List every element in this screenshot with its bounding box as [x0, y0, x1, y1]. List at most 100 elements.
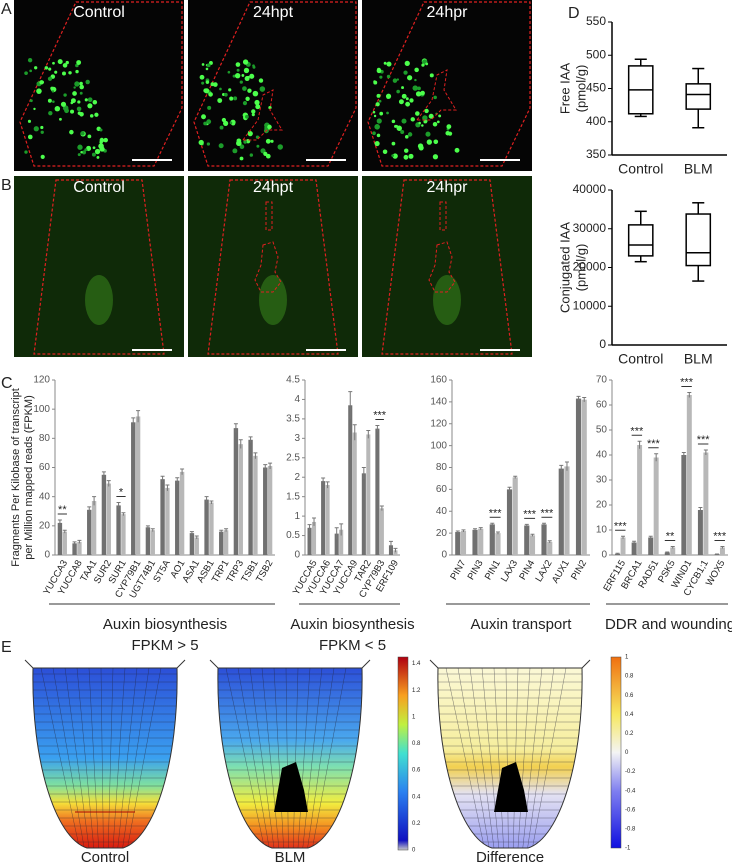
error-bar	[101, 471, 106, 478]
error-bar	[478, 527, 483, 530]
cell-file	[532, 668, 567, 848]
colorbar-tick-label: 0.6	[625, 693, 634, 699]
significance-label: ***	[713, 531, 727, 543]
error-bar	[121, 512, 126, 516]
bar	[106, 483, 111, 555]
bar	[541, 524, 547, 555]
colorbar-tick-label: 0.6	[412, 768, 421, 774]
bar	[91, 501, 97, 555]
bar	[719, 547, 725, 555]
bar	[637, 445, 643, 555]
significance-label: ***	[540, 507, 554, 519]
bar	[547, 541, 553, 555]
panel-letter: D	[568, 5, 580, 22]
y-tick-label: 120	[33, 375, 50, 386]
error-bar	[204, 496, 209, 503]
cell-file	[117, 668, 138, 848]
box	[685, 213, 712, 267]
error-bar	[648, 535, 653, 539]
cell-file	[512, 668, 519, 848]
bar	[393, 550, 398, 555]
cell-file	[112, 668, 126, 848]
cell-file	[527, 668, 555, 848]
error-bar	[637, 440, 642, 449]
fluorescent-dot	[59, 117, 62, 121]
y-tick-label: 3.5	[286, 414, 300, 425]
fluorescent-dot	[51, 90, 55, 93]
cell-file	[312, 668, 347, 848]
error-bar	[490, 522, 495, 526]
fluorescent-dot	[87, 97, 93, 103]
fluorescent-dot	[79, 84, 84, 90]
cell-file	[517, 668, 531, 848]
x-tick-label: PIN2	[569, 558, 589, 582]
error-bar	[325, 481, 330, 489]
root-outline	[381, 179, 513, 355]
fluorescent-dot	[374, 140, 380, 147]
panel-letter: A	[1, 1, 12, 18]
cell-file	[469, 668, 495, 848]
bar	[339, 529, 344, 555]
fluorescent-dot	[69, 129, 74, 135]
fluorescent-dot	[92, 146, 96, 150]
fluorescent-dot	[251, 109, 256, 114]
error-bar	[77, 539, 82, 544]
fluorescent-dot	[98, 143, 104, 149]
y-tick-label: 10000	[573, 298, 607, 312]
significance-label: **	[666, 531, 675, 543]
error-bar	[461, 529, 466, 533]
fluorescent-dot	[252, 65, 256, 69]
error-bar	[57, 519, 62, 526]
y-tick-label: 10	[596, 525, 608, 536]
colorbar	[397, 656, 409, 851]
fluorescent-dot	[44, 66, 49, 70]
bar	[714, 554, 720, 555]
micrograph	[362, 0, 532, 171]
y-tick-label: 40	[39, 491, 51, 502]
y-tick-label: 20000	[573, 260, 607, 274]
y-tick-label: 2	[294, 472, 300, 483]
fluorescent-dot	[374, 124, 380, 130]
fluorescent-dot	[277, 144, 283, 150]
y-tick-label: 30000	[573, 221, 607, 235]
bar	[77, 541, 82, 555]
panel-letter: C	[1, 375, 13, 392]
bar	[489, 524, 495, 555]
error-bar	[507, 486, 512, 492]
cell-file	[445, 668, 485, 848]
error-bar	[116, 502, 121, 509]
fluorescent-dot	[236, 140, 242, 147]
bar	[121, 514, 126, 555]
fluorescent-dot	[223, 120, 229, 126]
fluorescent-dot	[372, 131, 376, 136]
fluorescent-dot	[417, 86, 421, 91]
fluorescent-dot	[254, 99, 260, 106]
fluorescent-dot	[206, 63, 211, 68]
fluorescent-dot	[259, 86, 266, 92]
error-bar	[632, 540, 637, 544]
colorbar-tick-label: -0.6	[625, 807, 636, 813]
fluorescent-dot	[418, 121, 421, 125]
fluorescent-dot	[96, 155, 100, 159]
fluorescent-dot	[57, 59, 63, 65]
y-tick-label: 160	[430, 375, 447, 386]
fluorescent-dot	[205, 67, 209, 71]
bar	[379, 508, 384, 555]
fluorescent-dot	[249, 73, 255, 79]
y-tick-label: 20	[436, 528, 448, 539]
fluorescent-dot	[94, 112, 99, 117]
fluorescent-dot	[74, 81, 80, 87]
bar	[150, 530, 155, 555]
root-glow	[85, 275, 113, 325]
fluorescent-dot	[270, 139, 274, 143]
y-tick-label: 1	[294, 511, 300, 522]
fluorescent-dot	[24, 71, 28, 76]
y-tick-label: 20	[596, 500, 608, 511]
error-bar	[219, 529, 224, 534]
fluorescent-dot	[376, 118, 382, 124]
root-glow	[259, 275, 287, 325]
cell-file	[100, 668, 104, 848]
fluorescent-dot	[379, 111, 384, 116]
colorbar-tick-label: 0.8	[412, 741, 421, 747]
fluorescent-dot	[407, 75, 413, 81]
